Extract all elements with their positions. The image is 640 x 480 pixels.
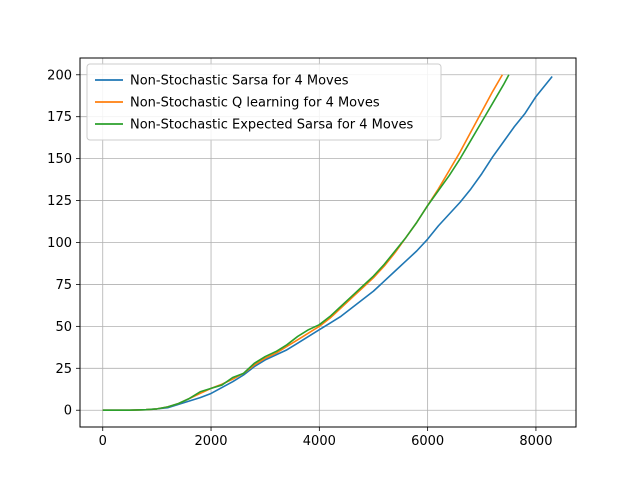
y-tick-label: 0 — [64, 404, 72, 419]
x-tick-label: 6000 — [411, 434, 444, 449]
y-tick-label: 175 — [47, 110, 72, 125]
x-tick-label: 8000 — [519, 434, 552, 449]
legend-box — [86, 63, 442, 141]
y-tick-label: 125 — [47, 194, 72, 209]
axis-ticks: 0 2000 4000 6000 8000 0 25 50 75 100 125 150 175 200 — [47, 68, 552, 449]
legend-label-0: Non-Stochastic Sarsa for 4 Moves — [130, 74, 349, 89]
series-line-2 — [102, 74, 510, 412]
legend-label-2: Non-Stochastic Expected Sarsa for 4 Move… — [130, 118, 414, 133]
y-tick-label: 100 — [47, 236, 72, 251]
series-line-0 — [102, 75, 553, 412]
x-tick-label: 4000 — [303, 434, 336, 449]
y-tick-label: 50 — [55, 320, 72, 335]
legend: Non-Stochastic Sarsa for 4 Moves Non-Stoc… — [86, 63, 442, 141]
y-tick-label: 25 — [55, 362, 72, 377]
legend-label-1: Non-Stochastic Q learning for 4 Moves — [130, 96, 380, 111]
y-tick-label: 150 — [47, 152, 72, 167]
x-tick-label: 0 — [99, 434, 107, 449]
y-tick-label: 200 — [47, 68, 72, 83]
series-lines — [102, 74, 553, 412]
x-tick-label: 2000 — [194, 434, 227, 449]
y-tick-label: 75 — [55, 278, 72, 293]
